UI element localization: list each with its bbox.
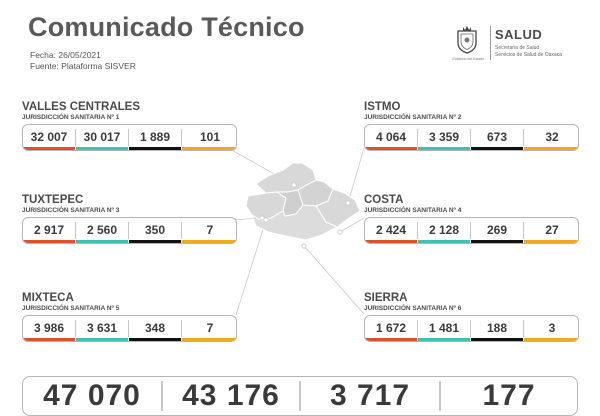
logo-divider — [490, 26, 491, 60]
salud-logo: Gobierno del Estado SALUD Secretaría de … — [450, 24, 590, 64]
stat-confirmados: 32 007 — [23, 125, 75, 150]
region-stats-box: 32 007 30 017 1 889 101 — [22, 124, 237, 151]
salud-subtitle-2: Servicios de Salud de Oaxaca — [495, 52, 562, 58]
total-confirmados: 47 070 — [43, 379, 141, 412]
seal-caption: Gobierno del Estado — [452, 57, 484, 61]
region-name: ISTMO — [364, 101, 401, 113]
stat-activos: 32 — [524, 125, 578, 150]
stat-defunciones: 673 — [471, 125, 523, 150]
region-stats-box: 2 917 2 560 350 7 — [22, 217, 237, 244]
region-valles-centrales: VALLES CENTRALES JURISDICCIÓN SANITARIA … — [22, 101, 237, 151]
total-defunciones: 3 717 — [329, 379, 411, 412]
region-name: VALLES CENTRALES — [22, 101, 140, 113]
state-seal-icon — [457, 26, 477, 54]
region-stats-box: 4 064 3 359 673 32 — [364, 124, 579, 151]
region-name: TUXTEPEC — [22, 194, 84, 206]
stat-recuperados: 2 128 — [418, 218, 470, 243]
region-sierra: SIERRA JURISDICCIÓN SANITARIA Nº 6 1 672… — [364, 292, 579, 342]
region-tuxtepec: TUXTEPEC JURISDICCIÓN SANITARIA Nº 3 2 9… — [22, 194, 237, 244]
stat-activos: 7 — [182, 316, 236, 341]
report-date: Fecha: 26/05/2021 — [30, 50, 101, 60]
salud-subtitle-1: Secretaría de Salud — [495, 45, 540, 51]
region-jurisdiccion: JURISDICCIÓN SANITARIA Nº 5 — [22, 305, 120, 312]
region-jurisdiccion: JURISDICCIÓN SANITARIA Nº 6 — [364, 305, 462, 312]
stat-recuperados: 1 481 — [418, 316, 470, 341]
stat-confirmados: 2 917 — [23, 218, 75, 243]
region-jurisdiccion: JURISDICCIÓN SANITARIA Nº 2 — [364, 114, 462, 121]
stat-recuperados: 2 560 — [76, 218, 128, 243]
region-name: MIXTECA — [22, 292, 74, 304]
stat-confirmados: 3 986 — [23, 316, 75, 341]
map-region-costa — [251, 204, 339, 241]
stat-activos: 27 — [524, 218, 578, 243]
stat-defunciones: 188 — [471, 316, 523, 341]
region-istmo: ISTMO JURISDICCIÓN SANITARIA Nº 2 4 064 … — [364, 101, 579, 151]
stat-defunciones: 269 — [471, 218, 523, 243]
map-markers — [259, 182, 351, 249]
region-jurisdiccion: JURISDICCIÓN SANITARIA Nº 1 — [22, 114, 120, 121]
region-stats-box: 2 424 2 128 269 27 — [364, 217, 579, 244]
stat-recuperados: 3 631 — [76, 316, 128, 341]
stat-activos: 101 — [182, 125, 236, 150]
region-jurisdiccion: JURISDICCIÓN SANITARIA Nº 3 — [22, 207, 120, 214]
stat-recuperados: 3 359 — [418, 125, 470, 150]
total-recuperados: 43 176 — [182, 379, 280, 412]
total-activos: 177 — [482, 379, 536, 412]
stat-defunciones: 1 889 — [129, 125, 181, 150]
stat-recuperados: 30 017 — [76, 125, 128, 150]
stat-confirmados: 1 672 — [365, 316, 417, 341]
stat-confirmados: 4 064 — [365, 125, 417, 150]
region-stats-box: 1 672 1 481 188 3 — [364, 315, 579, 342]
region-stats-box: 3 986 3 631 348 7 — [22, 315, 237, 342]
region-name: COSTA — [364, 194, 404, 206]
region-mixteca: MIXTECA JURISDICCIÓN SANITARIA Nº 5 3 98… — [22, 292, 237, 342]
stat-defunciones: 350 — [129, 218, 181, 243]
state-totals-box: 47 070 43 176 3 717 177 — [22, 376, 578, 416]
oaxaca-map — [227, 147, 365, 316]
region-jurisdiccion: JURISDICCIÓN SANITARIA Nº 4 — [364, 207, 462, 214]
salud-wordmark: SALUD — [495, 27, 543, 42]
stat-defunciones: 348 — [129, 316, 181, 341]
region-name: SIERRA — [364, 292, 408, 304]
page-title: Comunicado Técnico — [28, 12, 305, 42]
stat-confirmados: 2 424 — [365, 218, 417, 243]
stat-activos: 3 — [524, 316, 578, 341]
stat-activos: 7 — [182, 218, 236, 243]
data-source: Fuente: Plataforma SISVER — [30, 61, 136, 71]
region-costa: COSTA JURISDICCIÓN SANITARIA Nº 4 2 424 … — [364, 194, 579, 244]
